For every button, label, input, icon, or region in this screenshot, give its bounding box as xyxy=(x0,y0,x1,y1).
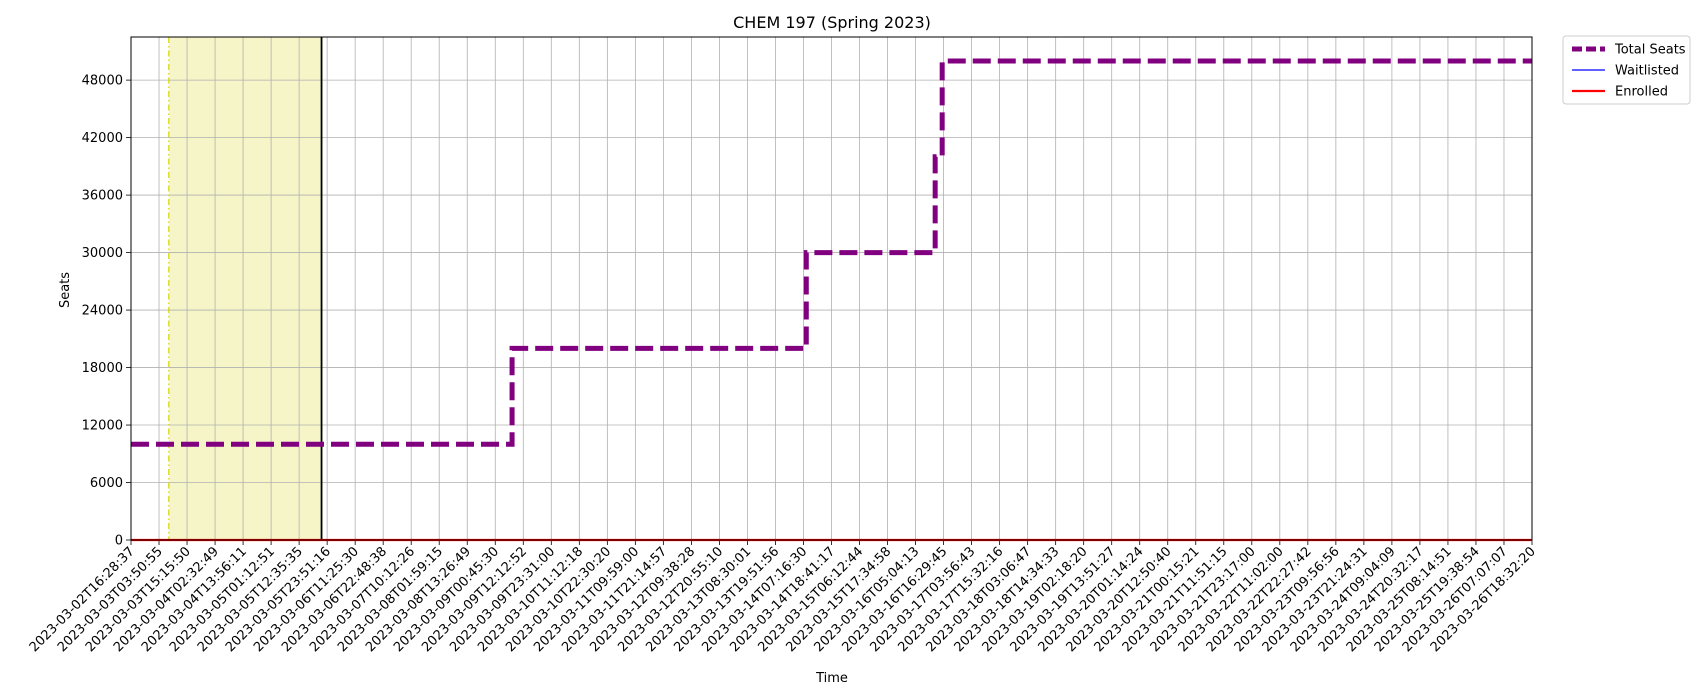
y-axis-label: Seats xyxy=(58,272,73,308)
y-tick-label: 30000 xyxy=(82,246,123,261)
legend-label: Total Seats xyxy=(1614,43,1686,58)
y-tick-label: 18000 xyxy=(82,361,123,376)
legend: Total Seats Waitlisted Enrolled xyxy=(1562,35,1691,105)
y-tick-label: 42000 xyxy=(82,131,123,146)
y-tick-label: 6000 xyxy=(90,476,123,491)
legend-label: Enrolled xyxy=(1615,85,1668,100)
plot-area: 2023-03-02T16:28:372023-03-03T03:50:5520… xyxy=(27,36,1539,655)
legend-box xyxy=(1562,35,1691,105)
chart-title: CHEM 197 (Spring 2023) xyxy=(733,13,931,32)
y-tick-label: 24000 xyxy=(82,304,123,319)
y-tick-label: 36000 xyxy=(82,189,123,204)
x-axis-label: Time xyxy=(815,671,848,686)
shaded-region xyxy=(168,37,322,540)
y-tick-label: 0 xyxy=(115,534,123,549)
legend-label: Waitlisted xyxy=(1615,64,1679,79)
y-tick-label: 12000 xyxy=(82,419,123,434)
plot-frame xyxy=(130,36,1533,541)
y-tick-label: 48000 xyxy=(82,74,123,89)
series-line-total-seats xyxy=(131,58,1532,447)
